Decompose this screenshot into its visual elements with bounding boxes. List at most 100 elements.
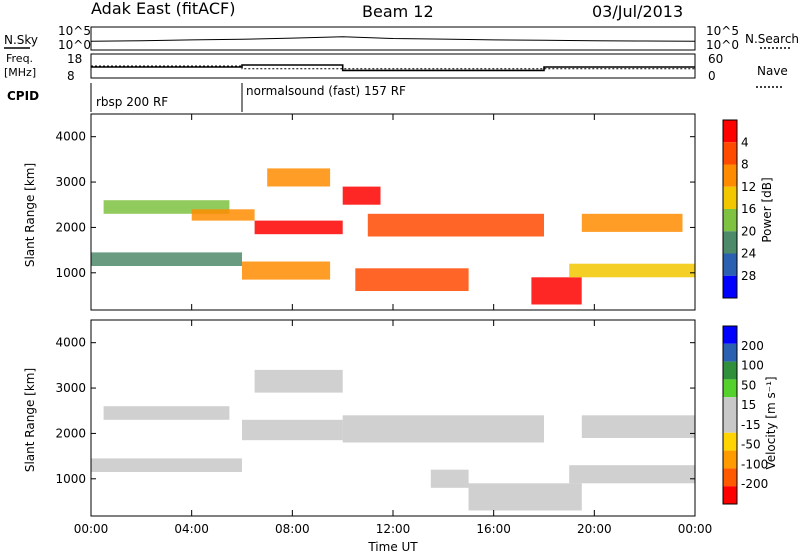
colorbar-tick-label: 15 bbox=[741, 398, 756, 412]
colorbar-swatch bbox=[723, 142, 737, 165]
colorbar-tick-label: -50 bbox=[741, 438, 761, 452]
noise-left-tick-top: 10^5 bbox=[58, 24, 91, 38]
colorbar-swatch bbox=[723, 326, 737, 344]
colorbar-swatch bbox=[723, 343, 737, 362]
colorbar-swatch bbox=[723, 209, 737, 232]
freq-label-line2: [MHz] bbox=[4, 66, 36, 79]
power-y-axis-label: Slant Range [km] bbox=[23, 163, 37, 267]
cpid-program-2: normalsound (fast) 157 RF bbox=[246, 84, 406, 98]
data-band bbox=[342, 415, 544, 443]
data-band bbox=[468, 483, 582, 511]
colorbar-tick-label: 4 bbox=[741, 135, 749, 149]
colorbar-tick-label: 24 bbox=[741, 247, 756, 261]
data-band bbox=[430, 469, 469, 488]
y-tick-label: 1000 bbox=[55, 266, 86, 280]
cpid-program-1: rbsp 200 RF bbox=[96, 95, 168, 109]
noise-left-label: N.Sky bbox=[4, 33, 38, 47]
colorbar-swatch bbox=[723, 361, 737, 380]
power-plot-area bbox=[91, 168, 695, 305]
colorbar-swatch bbox=[723, 468, 737, 487]
noise-left-tick-bottom: 10^0 bbox=[58, 38, 91, 52]
velocity-colorbar-label: Velocity [m s⁻¹] bbox=[764, 376, 778, 469]
data-band bbox=[531, 277, 582, 305]
colorbar-swatch bbox=[723, 379, 737, 398]
colorbar-tick-label: 16 bbox=[741, 202, 756, 216]
cpid-panel: CPID rbsp 200 RF normalsound (fast) 157 … bbox=[7, 83, 406, 112]
nave-tick-bottom: 0 bbox=[708, 69, 716, 83]
noise-panel-frame bbox=[90, 26, 696, 51]
time-axis-label: Time UT bbox=[367, 540, 418, 554]
x-tick-label: 08:00 bbox=[275, 522, 310, 536]
data-band bbox=[103, 406, 230, 420]
data-band bbox=[342, 186, 381, 205]
colorbar-swatch bbox=[723, 120, 737, 143]
colorbar-tick-label: 20 bbox=[741, 224, 756, 238]
nsky-series-line bbox=[90, 36, 696, 42]
velocity-colorbar: 200 100 50 15 -15 -50 -100 -200 bbox=[722, 325, 768, 505]
data-band bbox=[242, 419, 343, 441]
colorbar-swatch bbox=[723, 253, 737, 276]
colorbar-tick-label: 28 bbox=[741, 269, 756, 283]
colorbar-tick-label: -100 bbox=[741, 457, 768, 471]
nave-label: Nave bbox=[757, 64, 788, 78]
noise-right-tick-top: 10^5 bbox=[706, 24, 739, 38]
date-title: 03/Jul/2013 bbox=[592, 2, 683, 21]
data-band bbox=[569, 465, 695, 484]
data-band bbox=[91, 458, 242, 472]
colorbar-tick-label: 100 bbox=[741, 359, 764, 373]
x-tick-label: 12:00 bbox=[376, 522, 411, 536]
x-tick-label: 20:00 bbox=[577, 522, 612, 536]
velocity-plot-area bbox=[91, 369, 696, 511]
colorbar-swatch bbox=[723, 432, 737, 451]
beam-title: Beam 12 bbox=[362, 2, 434, 21]
x-tick-label: 00:00 bbox=[74, 522, 109, 536]
colorbar-tick-label: 50 bbox=[741, 378, 756, 392]
data-band bbox=[254, 220, 343, 235]
colorbar-swatch bbox=[723, 231, 737, 254]
colorbar-swatch bbox=[723, 275, 737, 298]
data-band bbox=[581, 415, 696, 438]
power-colorbar: 4 8 12 16 20 24 28 bbox=[722, 119, 756, 299]
data-band bbox=[242, 261, 331, 280]
velocity-y-axis-label: Slant Range [km] bbox=[23, 368, 37, 472]
data-band bbox=[355, 268, 469, 291]
x-tick-label: 16:00 bbox=[476, 522, 511, 536]
noise-right-label: N.Search bbox=[745, 32, 799, 46]
y-tick-label: 2000 bbox=[55, 426, 86, 440]
data-band bbox=[191, 209, 255, 221]
x-tick-label: 04:00 bbox=[174, 522, 209, 536]
data-band bbox=[569, 263, 695, 278]
noise-right-tick-bottom: 10^0 bbox=[706, 38, 739, 52]
data-band bbox=[367, 213, 544, 237]
colorbar-swatch bbox=[723, 450, 737, 469]
freq-label-line1: Freq. bbox=[6, 52, 33, 65]
freq-tick-bottom: 8 bbox=[67, 69, 75, 83]
power-colorbar-label: Power [dB] bbox=[760, 177, 774, 242]
noise-panel: N.Sky 10^5 10^0 10^5 10^0 N.Search bbox=[4, 24, 799, 52]
nave-series-line bbox=[91, 65, 695, 70]
power-panel: 1000 2000 3000 4000 Slant Range [km] 4 8 12 16… bbox=[23, 113, 774, 311]
power-x-axis bbox=[90, 114, 696, 310]
velocity-panel: 1000 2000 3000 4000 00:00 04:00 08:00 12:00 16:… bbox=[23, 319, 778, 554]
colorbar-frame bbox=[722, 119, 738, 299]
data-band bbox=[267, 168, 331, 187]
y-tick-label: 4000 bbox=[55, 336, 86, 350]
freq-series-line bbox=[91, 64, 695, 72]
colorbar-tick-label: 200 bbox=[741, 339, 764, 353]
power-y-axis: 1000 2000 3000 4000 bbox=[55, 130, 695, 280]
nave-tick-top: 60 bbox=[708, 52, 723, 66]
colorbar-swatch bbox=[723, 415, 737, 433]
colorbar-swatch bbox=[723, 397, 737, 415]
x-tick-label: 00:00 bbox=[678, 522, 713, 536]
station-title: Adak East (fitACF) bbox=[91, 0, 235, 18]
data-band bbox=[581, 213, 683, 232]
y-tick-label: 4000 bbox=[55, 130, 86, 144]
data-band bbox=[254, 369, 343, 393]
freq-tick-top: 18 bbox=[67, 52, 82, 66]
y-tick-label: 3000 bbox=[55, 175, 86, 189]
velocity-y-axis: 1000 2000 3000 4000 bbox=[55, 336, 695, 486]
data-band bbox=[91, 252, 242, 266]
velocity-x-axis: 00:00 04:00 08:00 12:00 16:00 20:00 00:00 bbox=[74, 320, 713, 536]
colorbar-frame bbox=[722, 325, 738, 505]
